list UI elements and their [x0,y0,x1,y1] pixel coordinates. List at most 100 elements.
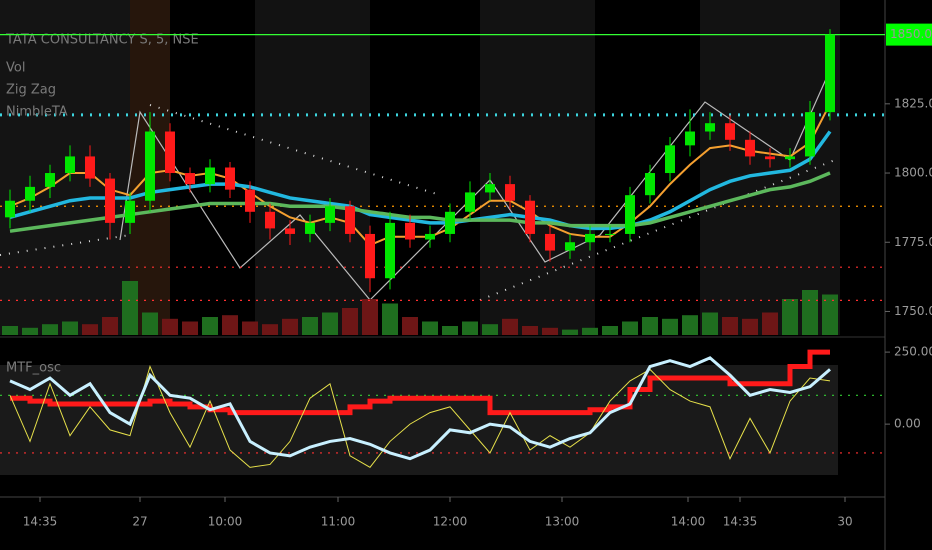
candle-body [525,200,535,234]
candle-body [65,156,75,174]
candle-body [705,123,715,132]
candle-body [165,131,175,174]
candle-body [765,156,775,160]
volume-bar [2,326,18,335]
volume-bar [742,318,758,335]
candle-body [25,186,35,201]
volume-bar [102,317,118,335]
candle-body [785,156,795,160]
volume-bar [682,315,698,335]
x-tick-label: 10:00 [208,515,243,529]
volume-bar [502,318,518,335]
candle-body [665,145,675,174]
moving-average [9,171,831,233]
candle-body [465,192,475,212]
candle-body [485,184,495,193]
indicator-name: NimbleTA [6,105,68,120]
volume-bar [322,312,338,335]
candle-body [325,206,335,223]
volume-bar [302,317,318,335]
osc-line [9,356,831,461]
volume-bar [242,321,258,335]
volume-bar [802,290,818,335]
indicator-name: Zig Zag [6,83,56,98]
candle-body [285,228,295,234]
x-tick-label: 11:00 [321,515,356,529]
candle-body [645,173,655,196]
last-price-box [886,23,932,46]
y-tick-label: 1825.00 [894,96,932,110]
candle-body [545,233,555,251]
y-tick-label: 1775.00 [894,235,932,249]
candle-body [365,233,375,279]
volume-bar [222,315,238,335]
volume-bar [142,312,158,335]
indicator-name: Vol [6,61,25,76]
candle-body [725,123,735,140]
osc-band [0,365,838,475]
volume-bar [662,318,678,335]
candle-body [805,112,815,157]
volume-bar [762,312,778,335]
x-tick-label: 30 [837,515,852,529]
osc-line [10,349,830,416]
volume-bar [382,303,398,335]
candle-body [425,233,435,240]
volume-bar [22,327,38,335]
y-tick-label: 1750.00 [894,304,932,318]
volume-bar [422,321,438,335]
candle-body [345,206,355,234]
volume-bar [262,324,278,335]
volume-bar [342,308,358,335]
session-band [480,0,595,335]
volume-bar [362,299,378,335]
volume-bar [702,312,718,335]
osc-title: MTF_osc [6,361,61,376]
candle-body [585,233,595,243]
candle-body [265,211,275,229]
volume-bar [282,318,298,335]
y-tick-label: 0.00 [894,417,921,431]
candle-body [745,139,755,157]
volume-bar [202,317,218,335]
x-tick-label: 13:00 [545,515,580,529]
candle-body [245,189,255,212]
session-band [255,0,370,335]
candle-body [385,222,395,279]
candle-body [125,200,135,223]
volume-bar [402,317,418,335]
volume-bar [822,294,838,335]
candle-body [5,200,15,218]
last-price-label: 1850.00 [890,27,932,41]
volume-bar [722,317,738,335]
volume-bar [562,329,578,335]
volume-bar [162,318,178,335]
volume-bar [522,326,538,335]
candle-body [145,131,155,201]
y-tick-label: 1800.00 [894,166,932,180]
volume-bar [782,299,798,335]
candle-body [225,167,235,190]
candle-body [185,173,195,185]
candle-body [825,34,835,113]
trend-dots [479,159,836,301]
candle-body [205,167,215,185]
volume-bar [122,281,138,335]
candle-body [445,211,455,234]
volume-bar [622,321,638,335]
candle-body [605,233,615,235]
candle-body [45,173,55,187]
volume-bar [182,321,198,335]
volume-bar [602,326,618,335]
volume-bar [82,324,98,335]
candle-body [505,184,515,201]
volume-bar [462,321,478,335]
candle-body [85,156,95,179]
chart-title: TATA CONSULTANCY S, 5, NSE [5,33,199,48]
x-tick-label: 27 [132,515,147,529]
volume-bar [62,321,78,335]
candle-body [625,195,635,234]
candle-body [305,222,315,234]
x-tick-label: 14:35 [723,515,758,529]
